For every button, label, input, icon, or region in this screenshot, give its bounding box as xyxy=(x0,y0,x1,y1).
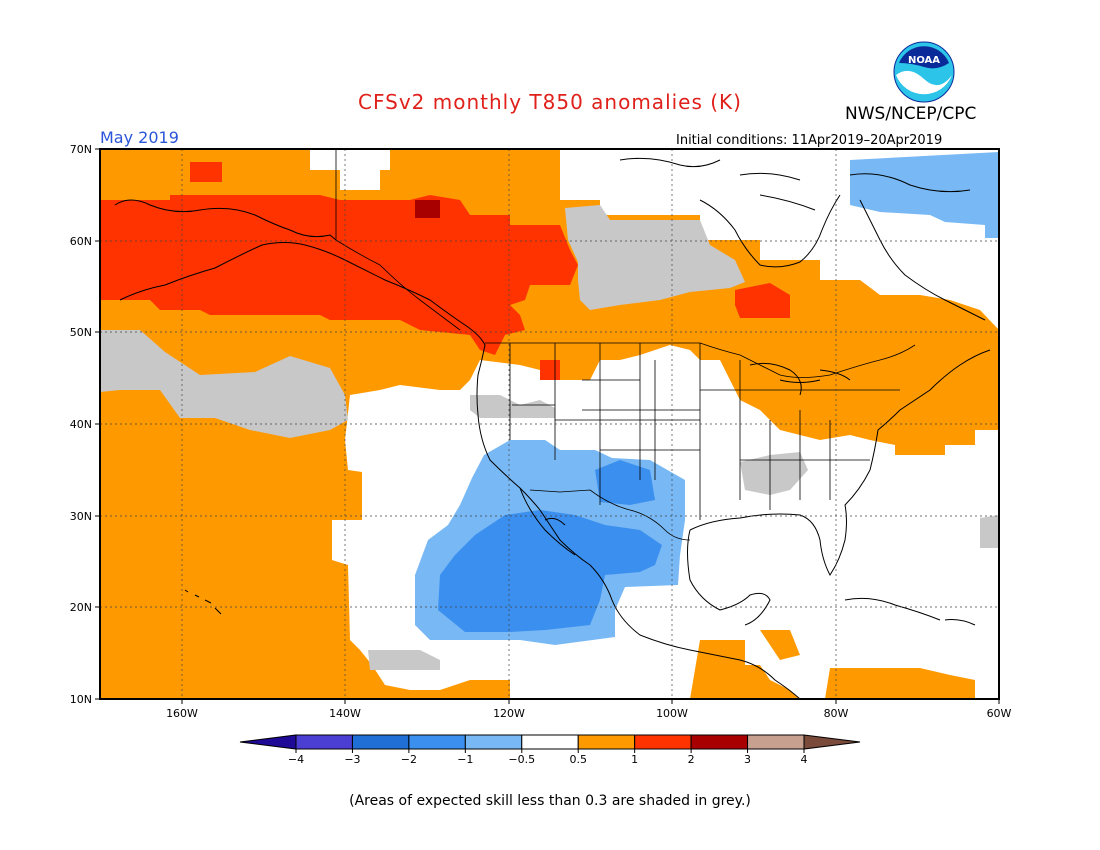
colorbar-swatch xyxy=(521,734,579,750)
low-skill-east-pacific xyxy=(368,650,440,670)
low-skill-west-us xyxy=(470,395,555,418)
colorbar-swatch xyxy=(351,734,410,750)
central-america-warm-cells xyxy=(760,630,800,660)
colorbar-max-arrow xyxy=(803,734,861,750)
lon-label: 80W xyxy=(824,707,849,720)
mexico-cold-region xyxy=(438,510,662,632)
colorbar-swatch xyxy=(634,734,692,750)
lat-label: 50N xyxy=(70,326,92,339)
hudson-bay xyxy=(699,194,841,268)
us-canada-border xyxy=(485,342,916,378)
low-skill-pacific xyxy=(100,330,348,438)
low-skill-southeast xyxy=(740,452,808,495)
colorbar-swatch xyxy=(690,734,749,750)
map-title: CFSv2 monthly T850 anomalies (K) xyxy=(358,90,742,114)
gulf-coast xyxy=(689,469,871,576)
us-mexico-border xyxy=(529,489,691,541)
colorbar-swatch xyxy=(464,734,523,750)
colorbar-tick-label: 2 xyxy=(688,753,695,766)
colorbar-swatch xyxy=(577,734,636,750)
canada-hot-spot xyxy=(735,283,790,318)
coastlines xyxy=(114,157,991,699)
lat-label: 70N xyxy=(70,143,92,156)
hawaii-islands xyxy=(184,589,222,615)
colorbar-swatch xyxy=(747,734,805,750)
agency-label: NWS/NCEP/CPC xyxy=(845,104,977,124)
state-lines xyxy=(509,343,900,520)
lat-label: 60N xyxy=(70,235,92,248)
southeast-warm-cells xyxy=(690,640,800,699)
colorbar-tick-label: −4 xyxy=(288,753,304,766)
alaska-coast xyxy=(114,199,337,241)
lat-label: 20N xyxy=(70,601,92,614)
logo-text: NOAA xyxy=(908,55,940,66)
yukon-very-hot-cell xyxy=(415,200,440,218)
colorbar-min-arrow xyxy=(239,734,297,750)
colorbar-tick-label: −0.5 xyxy=(508,753,535,766)
colorbar-swatch xyxy=(408,734,466,750)
baja-california xyxy=(519,487,576,556)
lon-label: 140W xyxy=(329,707,361,720)
alaska-peninsula xyxy=(119,242,346,301)
lon-label: 60W xyxy=(987,707,1012,720)
lon-label: 160W xyxy=(166,707,198,720)
labrador-cool-region xyxy=(850,152,999,238)
lat-label: 30N xyxy=(70,510,92,523)
colorbar-tick-label: −2 xyxy=(401,753,417,766)
labrador-coast xyxy=(859,199,986,321)
hispaniola-coast xyxy=(944,619,976,626)
colorbar-tick-label: 0.5 xyxy=(569,753,587,766)
anomaly-shading xyxy=(100,149,999,699)
political-boundaries xyxy=(335,149,916,541)
colorbar-swatch xyxy=(295,734,353,750)
alaska-canada-border xyxy=(335,149,461,331)
colorbar-tick-label: 3 xyxy=(744,753,751,766)
north-hot-cells xyxy=(190,162,222,182)
great-lakes xyxy=(749,362,851,396)
yucatan-coast xyxy=(687,529,771,626)
low-skill-canada xyxy=(565,205,745,310)
east-coast xyxy=(869,349,991,471)
colorbar-tick-label: 1 xyxy=(631,753,638,766)
graticule xyxy=(100,149,999,699)
caribbean-warm-region xyxy=(825,668,975,699)
arctic-islands xyxy=(619,157,971,211)
colorbar-tick-label: −1 xyxy=(457,753,473,766)
cuba-coast xyxy=(844,597,941,621)
noaa-logo-icon: NOAA xyxy=(893,41,955,103)
forecast-month: May 2019 xyxy=(100,128,179,147)
skill-note: (Areas of expected skill less than 0.3 a… xyxy=(349,793,751,809)
lat-label: 40N xyxy=(70,418,92,431)
initial-conditions: Initial conditions: 11Apr2019–20Apr2019 xyxy=(676,133,943,148)
alaska-hot-region xyxy=(100,195,578,355)
colorbar-tick-label: 4 xyxy=(801,753,808,766)
lon-label: 100W xyxy=(656,707,688,720)
colorbar-tick-label: −3 xyxy=(344,753,360,766)
lat-label: 10N xyxy=(70,693,92,706)
low-skill-atlantic xyxy=(980,515,999,548)
pacific-northwest-coast xyxy=(344,259,801,699)
axis-ticks xyxy=(95,148,1000,704)
lon-label: 120W xyxy=(493,707,525,720)
